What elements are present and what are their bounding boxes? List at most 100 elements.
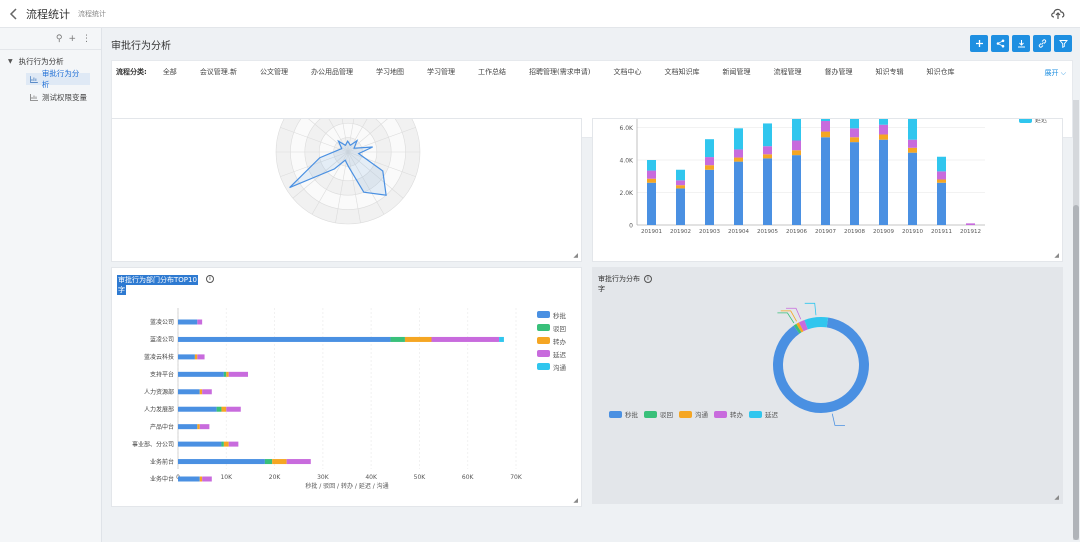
donut-leader-line — [785, 307, 802, 320]
bar-segment — [286, 459, 311, 465]
legend-label: 秒批 — [553, 311, 566, 320]
page-title: 审批行为分析 — [111, 41, 171, 52]
filter-item[interactable]: 全部 — [162, 68, 177, 76]
filter-button[interactable] — [1054, 35, 1072, 52]
caret-down-icon[interactable]: ▼ — [8, 58, 13, 65]
filter-item[interactable]: 学习管理 — [427, 68, 456, 76]
filter-icon — [1058, 40, 1068, 48]
x-tick-label: 201911 — [931, 229, 952, 235]
bar-segment — [228, 371, 249, 377]
bar-segment — [178, 476, 200, 482]
radar-spoke — [347, 119, 355, 153]
x-tick-label: 201903 — [699, 229, 720, 235]
behavior-chart-legend: 秒批 驳回 沟通 转办 延迟 — [609, 409, 778, 419]
legend-item[interactable]: 秒批 — [537, 308, 566, 321]
legend-item[interactable]: 秒批 — [609, 409, 638, 419]
tree-item-permission-variables[interactable]: 测试权限变量 — [26, 91, 101, 103]
tree-root-behavior-analysis[interactable]: ▼ 执行行为分析 — [0, 50, 101, 67]
legend-item[interactable]: 沟通 — [679, 409, 708, 419]
share-button[interactable] — [991, 35, 1009, 52]
donut-slice — [804, 317, 829, 330]
bar-segment — [850, 119, 859, 129]
resize-handle-icon[interactable]: ◢ — [1054, 252, 1059, 259]
app-breadcrumb: 流程统计 — [78, 9, 106, 18]
radar-spoke — [308, 119, 349, 153]
filter-item[interactable]: 公文管理 — [260, 68, 289, 76]
bar-segment — [676, 169, 685, 181]
chevron-down-icon: ⌵ — [1058, 69, 1066, 77]
main-scrollbar[interactable] — [1073, 100, 1079, 540]
share-icon — [996, 39, 1004, 48]
filter-item[interactable]: 文档中心 — [613, 68, 642, 76]
behavior-chart-title-text: 审批行为分布 — [598, 275, 640, 283]
scrollbar-thumb[interactable] — [1073, 205, 1079, 540]
bar-segment — [178, 319, 198, 325]
legend-item[interactable]: 驳回 — [537, 321, 566, 334]
bar-segment — [879, 134, 888, 140]
y-tick-label: 6.0K — [620, 125, 635, 132]
tree-item-label: 测试权限变量 — [42, 92, 87, 102]
category-filter-row: 流程分类: 全部 会议管理.新 公文管理 办公用品管理 学习地图 学习管理 工作总结 招聘管理… — [112, 64, 1072, 80]
bar-segment — [647, 178, 656, 183]
bar-segment — [821, 131, 830, 138]
bar-segment — [647, 160, 656, 171]
legend-item[interactable]: 驳回 — [644, 409, 673, 419]
donut-leader-line — [831, 413, 845, 426]
link-button[interactable] — [1033, 35, 1051, 52]
resize-handle-icon[interactable]: ◢ — [573, 252, 578, 259]
resize-handle-icon[interactable]: ◢ — [573, 497, 578, 504]
filter-item[interactable]: 文档知识库 — [664, 68, 700, 76]
legend-label: 沟通 — [695, 411, 708, 419]
dept-chart-legend: 秒批 驳回 转办 延迟 沟通 — [537, 308, 566, 373]
expand-link[interactable]: 展开 ⌵ — [1044, 68, 1066, 78]
behavior-chart-subtitle: 字 — [598, 285, 605, 293]
filter-item[interactable]: 新闻管理 — [722, 68, 751, 76]
filter-item[interactable]: 工作总结 — [478, 68, 507, 76]
resize-handle-icon[interactable]: ◢ — [1054, 494, 1059, 501]
filter-item[interactable]: 知识专辑 — [875, 68, 904, 76]
download-button[interactable] — [1012, 35, 1030, 52]
info-icon[interactable]: i — [644, 275, 652, 283]
monthly-stacked-bar-chart: 0 2.0K 4.0K 6.0K 201901 201902 201903 201904 201… — [620, 119, 1047, 235]
legend-label: 延迟 — [553, 350, 566, 359]
filter-item[interactable]: 办公用品管理 — [311, 68, 354, 76]
tree-item-approval-analysis[interactable]: 审批行为分析 — [26, 69, 90, 89]
filter-item[interactable]: 督办管理 — [824, 68, 853, 76]
bar-segment — [178, 424, 198, 430]
legend-item[interactable]: 转办 — [714, 409, 743, 419]
filter-item[interactable]: 招聘管理(需求申请) — [529, 68, 591, 76]
filter-item[interactable]: 流程管理 — [773, 68, 802, 76]
more-icon[interactable]: ⋮ — [82, 33, 91, 44]
dept-chart-title: 审批行为部门分布TOP10 — [117, 275, 198, 285]
bar-segment — [223, 441, 229, 447]
cloud-upload-icon[interactable] — [1050, 6, 1066, 20]
behavior-chart-title: 审批行为分布 i — [598, 274, 652, 284]
legend-swatch — [714, 410, 727, 418]
search-icon[interactable]: ⚲ — [55, 33, 63, 44]
legend-item[interactable]: 沟通 — [537, 360, 566, 373]
bar-segment — [676, 185, 685, 189]
y-tick-label: 0 — [629, 223, 633, 230]
filter-item[interactable]: 学习地图 — [376, 68, 405, 76]
back-arrow-icon[interactable] — [6, 7, 20, 21]
legend-label: 沟通 — [553, 363, 566, 372]
bar-segment — [676, 180, 685, 186]
add-button[interactable] — [970, 35, 988, 52]
radar-chart — [275, 119, 421, 225]
bar-segment — [676, 188, 685, 225]
legend-item[interactable]: 延迟 — [749, 409, 778, 419]
x-tick-label: 201909 — [873, 229, 894, 235]
info-icon[interactable]: i — [206, 275, 214, 283]
add-icon[interactable]: + — [68, 33, 76, 44]
filter-item[interactable]: 知识仓库 — [926, 68, 955, 76]
dept-horizontal-bar-chart: 010K20K30K40K50K60K70K蓝凌公司蓝凌公司蓝凌云科技支持平台人… — [132, 308, 523, 490]
legend-item[interactable]: 延迟 — [537, 347, 566, 360]
radar-spoke — [280, 151, 349, 177]
legend-swatch — [609, 410, 622, 418]
legend-item[interactable]: 转办 — [537, 334, 566, 347]
radar-spoke — [347, 119, 368, 153]
legend-label: 延迟 — [1035, 119, 1047, 124]
filter-item[interactable]: 会议管理.新 — [199, 68, 238, 76]
bar-segment — [908, 139, 917, 148]
action-toolbar — [970, 35, 1072, 52]
